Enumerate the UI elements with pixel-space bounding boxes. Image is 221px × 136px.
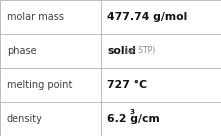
Text: melting point: melting point bbox=[7, 80, 72, 90]
Text: 3: 3 bbox=[129, 109, 134, 115]
Text: molar mass: molar mass bbox=[7, 12, 64, 22]
Text: phase: phase bbox=[7, 46, 36, 56]
Text: 6.2 g/cm: 6.2 g/cm bbox=[107, 114, 160, 124]
Text: solid: solid bbox=[107, 46, 136, 56]
Text: density: density bbox=[7, 114, 42, 124]
Text: 727 °C: 727 °C bbox=[107, 80, 147, 90]
Text: (at STP): (at STP) bbox=[126, 47, 156, 55]
Text: 477.74 g/mol: 477.74 g/mol bbox=[107, 12, 187, 22]
